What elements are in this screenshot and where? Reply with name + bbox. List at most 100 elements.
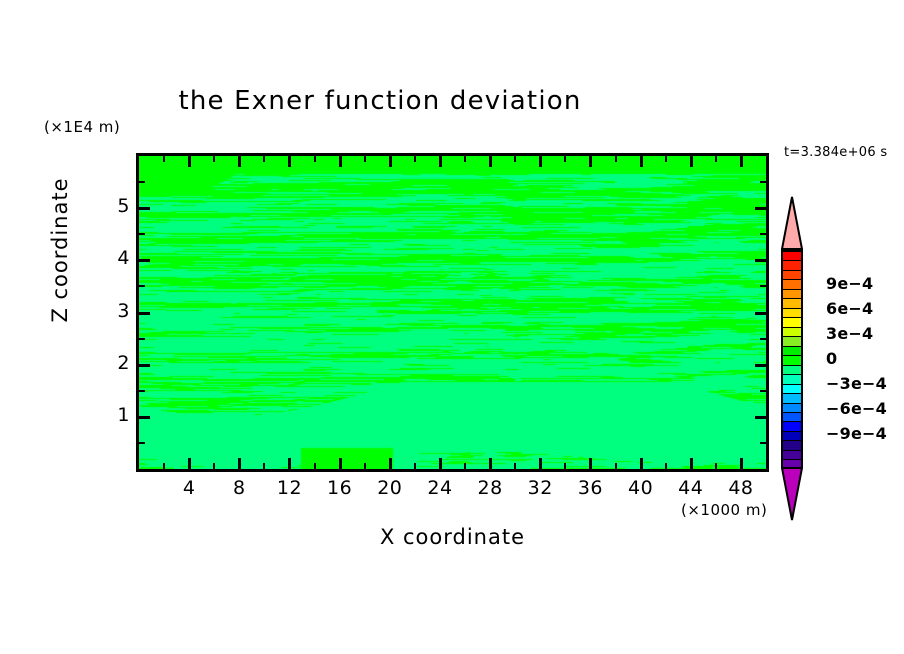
x-tick-major [438,458,442,469]
x-tick-major [338,156,342,167]
x-tick-label: 32 [527,477,553,499]
x-tick-label: 36 [577,477,604,499]
colorbar-band [783,441,801,451]
x-axis-unit-label: (×1000 m) [681,501,768,519]
x-tick-minor [464,463,467,469]
colorbar-tick-label: 3e−4 [826,323,874,343]
colorbar-band [783,346,801,357]
x-tick-minor [514,463,517,469]
x-axis-title: X coordinate [379,525,526,549]
x-tick-major [288,156,292,167]
x-tick-label: 20 [377,477,403,499]
colorbar-band [783,270,801,281]
y-tick-major [755,311,766,315]
y-tick-minor [760,337,766,340]
colorbar-band [783,403,801,413]
x-tick-major [489,458,493,469]
contour-field-canvas [139,156,766,469]
x-tick-major [739,458,743,469]
y-tick-label: 3 [117,299,130,322]
y-tick-minor [760,181,766,184]
x-tick-major [388,458,392,469]
timestamp-annotation: t=3.384e+06 s [784,145,888,160]
y-tick-minor [139,233,145,236]
colorbar-band [783,375,801,385]
y-tick-minor [139,285,145,288]
y-tick-major [139,207,150,211]
colorbar-band [783,412,801,423]
colorbar [780,196,804,521]
x-tick-minor [664,156,667,162]
x-tick-major [639,156,643,167]
x-tick-major [288,458,292,469]
x-tick-label: 28 [477,477,503,499]
x-tick-label: 8 [233,477,246,499]
y-tick-label: 4 [117,247,130,270]
x-tick-label: 24 [427,477,453,499]
y-tick-label: 1 [117,403,130,426]
y-tick-major [755,415,766,419]
colorbar-band [783,422,801,432]
x-tick-label: 12 [276,477,303,499]
colorbar-band [783,280,801,290]
colorbar-band [783,384,801,395]
x-tick-major [188,458,192,469]
x-tick-major [589,458,593,469]
x-tick-major [388,156,392,167]
x-tick-minor [464,156,467,162]
x-tick-minor [564,156,567,162]
x-tick-minor [614,156,617,162]
x-tick-minor [213,156,216,162]
x-tick-minor [313,463,316,469]
x-tick-major [689,156,693,167]
x-tick-label: 4 [182,477,196,499]
y-tick-minor [760,441,766,444]
x-tick-minor [714,156,717,162]
x-tick-minor [363,463,366,469]
x-tick-major [188,156,192,167]
x-tick-label: 40 [628,477,654,499]
y-tick-major [139,311,150,315]
y-tick-minor [760,233,766,236]
x-tick-minor [163,156,166,162]
x-tick-major [589,156,593,167]
x-tick-minor [664,463,667,469]
x-tick-minor [564,463,567,469]
y-axis-title: Z coordinate [48,177,72,323]
colorbar-band [783,327,801,338]
x-tick-minor [263,156,266,162]
y-tick-major [755,363,766,367]
contour-plot-area [136,153,769,472]
x-tick-minor [413,156,416,162]
y-tick-label: 2 [117,351,130,374]
x-tick-major [539,458,543,469]
x-tick-major [689,458,693,469]
x-tick-minor [313,156,316,162]
x-tick-major [539,156,543,167]
y-tick-label: 5 [117,195,130,218]
x-tick-label: 16 [327,477,353,499]
colorbar-band [783,450,801,461]
x-tick-minor [213,463,216,469]
y-tick-major [755,207,766,211]
y-tick-minor [139,337,145,340]
y-tick-major [139,363,150,367]
colorbar-band [783,365,801,376]
x-tick-major [338,458,342,469]
colorbar-tick-label: −9e−4 [826,424,887,444]
y-tick-minor [139,389,145,392]
colorbar-band [783,261,801,271]
colorbar-band [783,356,801,366]
x-tick-minor [363,156,366,162]
colorbar-band [783,394,801,404]
x-tick-minor [514,156,517,162]
x-tick-major [489,156,493,167]
x-tick-minor [614,463,617,469]
y-tick-minor [760,285,766,288]
colorbar-band [783,337,801,347]
colorbar-tick-label: −3e−4 [826,374,887,394]
y-axis-unit-label: (×1E4 m) [44,118,121,136]
colorbar-band [783,289,801,300]
x-tick-minor [163,463,166,469]
y-tick-minor [760,389,766,392]
